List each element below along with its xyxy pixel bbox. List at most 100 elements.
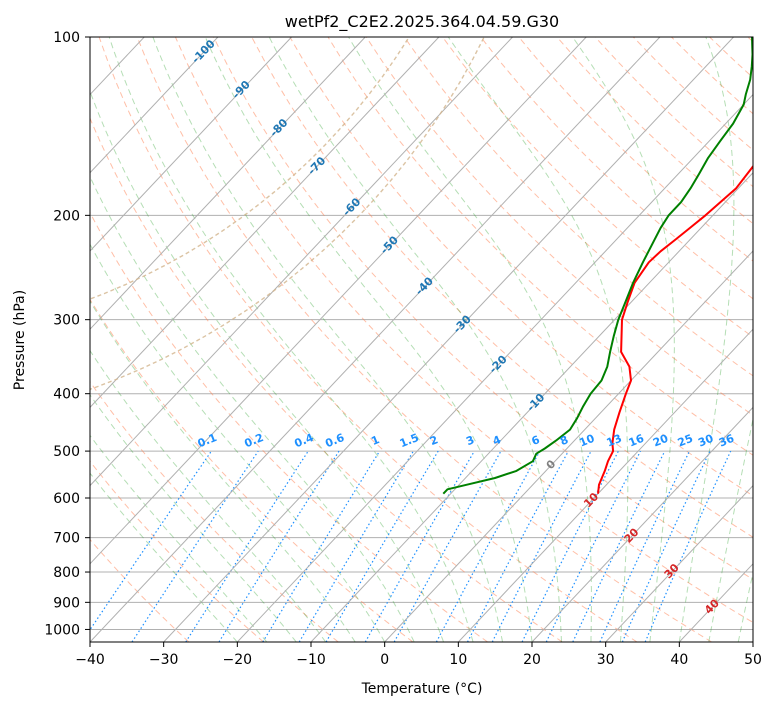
mixing-ratio-line — [393, 450, 502, 642]
dry-adiabat — [671, 37, 753, 115]
plot-frame — [89, 36, 754, 643]
mixing-ratio-line — [185, 450, 309, 642]
isotherm-line — [90, 37, 587, 565]
mixing-ratio-line — [325, 450, 439, 642]
isotherm-line — [605, 484, 753, 642]
y-axis-label: Pressure (hPa) — [12, 290, 28, 390]
moist-adiabat — [90, 434, 268, 642]
isotherm-line — [236, 93, 753, 642]
mixing-ratio-line — [262, 450, 381, 642]
mixing-ratio-line — [572, 450, 666, 642]
x-tick-label: −30 — [149, 652, 179, 668]
dry-adiabat — [174, 37, 753, 624]
x-tick-label: 30 — [597, 652, 615, 668]
mixing-ratio-label: 0.4 — [293, 431, 316, 450]
dry-adiabat — [327, 37, 753, 456]
moist-adiabat — [90, 472, 238, 642]
x-tick-label: 0 — [380, 652, 389, 668]
y-tick-label: 800 — [53, 565, 80, 581]
mixing-ratio-line — [131, 450, 259, 642]
x-tick-label: 20 — [523, 652, 541, 668]
dry-adiabat — [289, 37, 753, 497]
dry-adiabat — [213, 37, 753, 581]
y-tick-label: 400 — [53, 387, 80, 403]
mixing-ratio-label: 0.2 — [243, 431, 266, 450]
mixing-ratio-label: 13 — [605, 432, 624, 450]
dry-adiabat — [90, 116, 563, 642]
mixing-ratio-label: 0.6 — [323, 431, 346, 450]
moist-adiabat — [90, 89, 445, 642]
background-lines — [0, 37, 753, 642]
isotherm-line — [90, 37, 513, 487]
dry-adiabat — [632, 37, 753, 151]
mixing-ratio-label: 10 — [577, 432, 596, 450]
mixing-ratio-line — [521, 450, 619, 642]
x-tick-label: −40 — [75, 652, 105, 668]
profile-lines — [442, 37, 753, 495]
mixing-ratio-line — [466, 450, 569, 642]
y-tick-label: 300 — [53, 313, 80, 329]
x-tick-label: 40 — [670, 652, 688, 668]
y-tick-label: 700 — [53, 531, 80, 547]
mixing-ratio-line — [644, 450, 732, 642]
inline-labels: -100-90-80-70-60-50-40-30-20-10010203040… — [189, 37, 736, 617]
y-tick-label: 500 — [53, 444, 80, 460]
mixing-ratio-label: 8 — [558, 433, 570, 448]
dry-adiabat — [747, 37, 753, 43]
temperature-line — [597, 164, 753, 494]
moist-adiabat — [447, 37, 629, 642]
isotherm-line — [457, 328, 753, 642]
dewpoint-line — [442, 37, 753, 495]
dry-adiabat — [709, 37, 753, 79]
isotherm-line — [752, 641, 753, 642]
y-tick-label: 900 — [53, 595, 80, 611]
mixing-ratio-label: 2 — [428, 433, 440, 448]
mixing-ratio-label: 36 — [717, 432, 736, 450]
moist-adiabat — [90, 393, 297, 642]
x-axis: −40 −30 −20 −10 0 10 20 30 40 50 — [75, 642, 762, 668]
mixing-ratio-label: 20 — [651, 432, 670, 450]
dry-adiabat — [518, 37, 753, 262]
mixing-ratio-label: 1 — [369, 433, 381, 448]
y-tick-label: 600 — [53, 491, 80, 507]
mixing-ratio-label: 3 — [464, 433, 476, 448]
isotherm-line — [163, 37, 734, 642]
x-tick-label: 50 — [744, 652, 762, 668]
mixing-ratio-label: 25 — [676, 432, 695, 450]
x-tick-label: −20 — [223, 652, 253, 668]
mixing-ratio-line — [218, 450, 340, 642]
dry-adiabat — [98, 37, 638, 642]
y-tick-label: 200 — [53, 208, 80, 224]
moist-adiabat — [678, 37, 735, 642]
mixing-ratio-line — [364, 450, 475, 642]
isotherm-line — [384, 250, 753, 642]
isotherm-line — [90, 37, 366, 330]
mixing-ratio-line — [435, 450, 541, 642]
chart-title: wetPf2_C2E2.2025.364.04.59.G30 — [285, 12, 559, 32]
dry-adiabat — [90, 460, 264, 642]
moist-adiabat — [348, 37, 592, 642]
mixing-ratio-label: 16 — [627, 432, 646, 450]
isotherm-line — [531, 406, 753, 642]
isotherm-line — [90, 37, 219, 174]
moist-adiabat — [572, 37, 675, 642]
isotherm-line — [90, 37, 661, 642]
y-tick-label: 100 — [53, 30, 80, 46]
moist-adiabat — [737, 570, 753, 642]
moist-adiabat — [90, 243, 386, 642]
dry-adiabat — [90, 211, 488, 642]
mixing-ratio-line — [599, 450, 691, 642]
isotherm-line — [90, 37, 440, 409]
mixing-ratio-line — [90, 450, 212, 631]
moist-adiabat — [90, 349, 327, 642]
moist-adiabat — [90, 300, 356, 642]
isotherm-line — [310, 172, 753, 642]
moist-adiabat — [268, 37, 562, 642]
dry-adiabat — [90, 538, 190, 642]
moist-adiabat — [708, 416, 753, 642]
isotherm-line — [0, 37, 71, 642]
mixing-ratio-label: 6 — [530, 433, 542, 448]
moist-adiabat — [152, 37, 503, 642]
dry-adiabat — [442, 37, 753, 338]
moist-adiabat — [204, 37, 533, 642]
